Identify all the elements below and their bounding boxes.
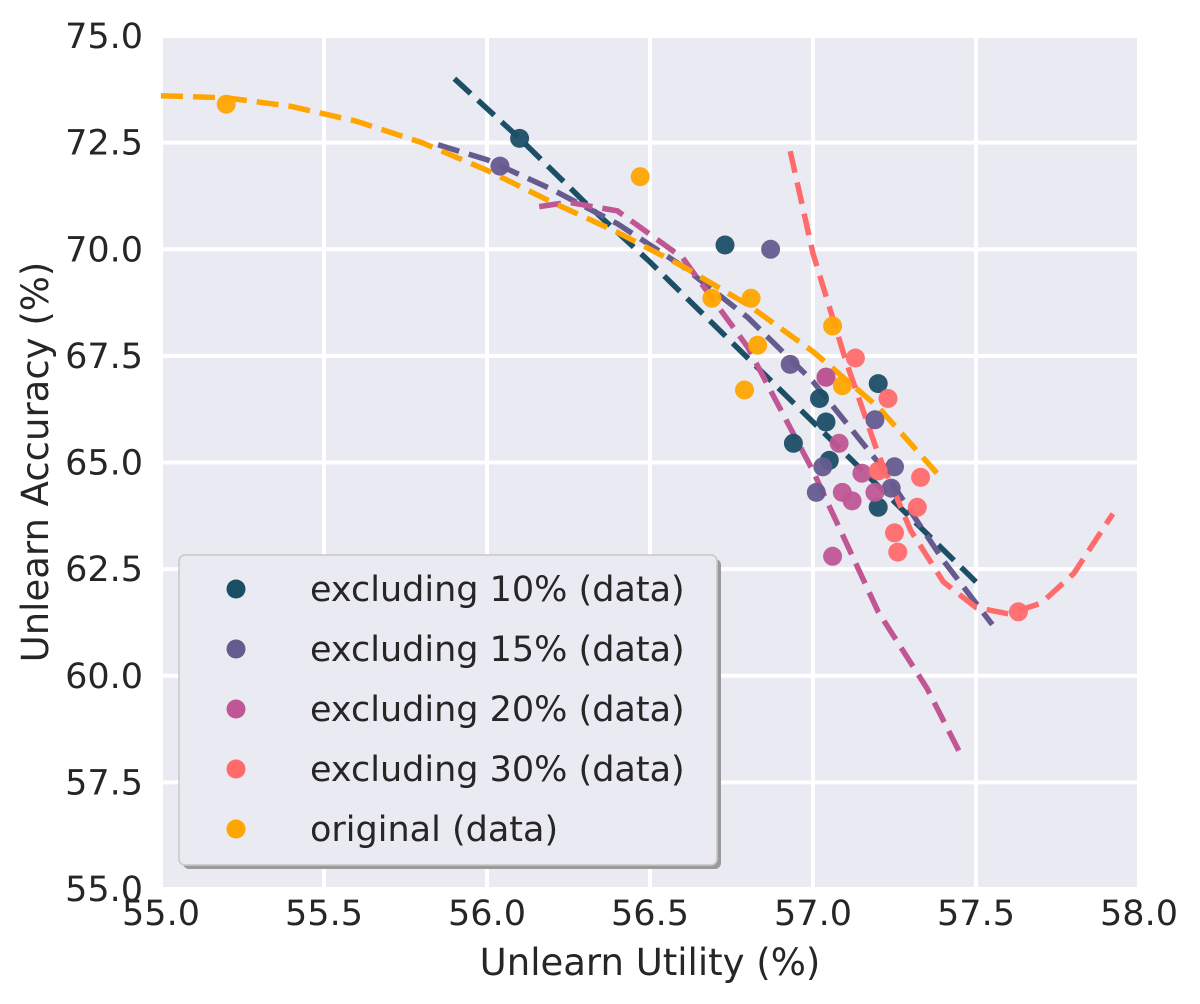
data-point-series-3 — [1008, 602, 1028, 622]
data-point-series-0 — [810, 389, 829, 408]
data-point-series-4 — [216, 94, 236, 114]
data-point-series-4 — [741, 288, 761, 308]
legend-marker-2 — [226, 699, 246, 719]
data-point-series-1 — [780, 354, 800, 374]
legend-marker-0 — [226, 579, 246, 599]
x-tick-labels: 55.0 55.5 56.0 56.5 57.0 57.5 58.0 — [122, 894, 1178, 934]
data-point-series-4 — [735, 380, 754, 400]
data-point-series-4 — [748, 335, 768, 355]
data-point-series-2 — [842, 491, 862, 511]
y-tick-label: 75.0 — [65, 17, 143, 57]
data-point-series-1 — [885, 457, 904, 477]
x-tick-label: 58.0 — [1100, 894, 1178, 934]
x-tick-label: 57.5 — [937, 894, 1015, 934]
legend: excluding 10% (data) excluding 15% (data)… — [178, 554, 721, 869]
x-axis-label: Unlearn Utility (%) — [480, 941, 821, 984]
data-point-series-3 — [885, 523, 904, 543]
data-point-series-2 — [823, 546, 843, 566]
y-tick-label: 67.5 — [65, 337, 143, 377]
legend-marker-1 — [226, 639, 246, 659]
data-point-series-1 — [813, 457, 833, 477]
x-tick-label: 57.0 — [774, 894, 852, 934]
data-point-series-2 — [852, 463, 872, 483]
legend-label-3: excluding 30% (data) — [310, 750, 685, 790]
data-point-series-2 — [865, 482, 885, 502]
data-point-series-4 — [630, 167, 650, 187]
data-point-series-0 — [868, 497, 888, 517]
y-tick-label: 70.0 — [65, 230, 143, 270]
legend-items: excluding 10% (data) excluding 15% (data)… — [226, 570, 685, 850]
legend-box — [178, 554, 718, 866]
x-tick-label: 55.0 — [122, 894, 200, 934]
legend-marker-4 — [226, 819, 246, 839]
data-point-series-3 — [907, 497, 927, 517]
data-point-series-2 — [829, 433, 849, 453]
legend-marker-3 — [226, 759, 246, 779]
data-point-series-0 — [868, 374, 888, 394]
legend-label-4: original (data) — [310, 810, 558, 850]
y-axis-label: Unlearn Accuracy (%) — [14, 262, 57, 663]
data-point-series-4 — [702, 288, 722, 308]
data-point-series-1 — [881, 478, 901, 498]
data-point-series-3 — [878, 389, 898, 408]
y-tick-label: 65.0 — [65, 444, 143, 484]
data-point-series-3 — [845, 348, 865, 368]
data-point-series-0 — [783, 433, 803, 453]
fit-line-series-0 — [452, 76, 978, 584]
y-tick-label: 57.5 — [65, 763, 143, 803]
x-tick-label: 56.0 — [448, 894, 526, 934]
legend-label-0: excluding 10% (data) — [310, 570, 685, 610]
y-tick-labels: 55.0 57.5 60.0 62.5 65.0 67.5 70.0 72.5 75.0 — [65, 17, 143, 910]
data-point-series-0 — [816, 412, 836, 432]
data-point-series-4 — [823, 316, 843, 336]
y-tick-label: 72.5 — [65, 124, 143, 164]
data-point-series-3 — [911, 467, 931, 487]
data-point-series-4 — [832, 376, 852, 396]
data-point-series-1 — [865, 410, 885, 430]
data-point-series-1 — [761, 239, 781, 259]
fit-line-series-2 — [538, 199, 963, 754]
y-tick-label: 62.5 — [65, 550, 143, 590]
data-point-series-3 — [888, 542, 908, 562]
data-point-series-2 — [816, 367, 836, 387]
x-tick-label: 55.5 — [285, 894, 363, 934]
data-point-series-1 — [806, 482, 826, 502]
x-tick-label: 56.5 — [611, 894, 689, 934]
data-point-series-0 — [715, 235, 735, 255]
fit-line-series-4 — [160, 92, 939, 476]
y-tick-label: 55.0 — [65, 870, 143, 910]
legend-label-2: excluding 20% (data) — [310, 690, 685, 730]
y-tick-label: 60.0 — [65, 657, 143, 697]
legend-label-1: excluding 15% (data) — [310, 630, 685, 670]
data-points — [216, 94, 1028, 622]
data-point-series-1 — [490, 156, 510, 176]
data-point-series-0 — [510, 128, 530, 148]
data-point-series-3 — [868, 461, 888, 481]
